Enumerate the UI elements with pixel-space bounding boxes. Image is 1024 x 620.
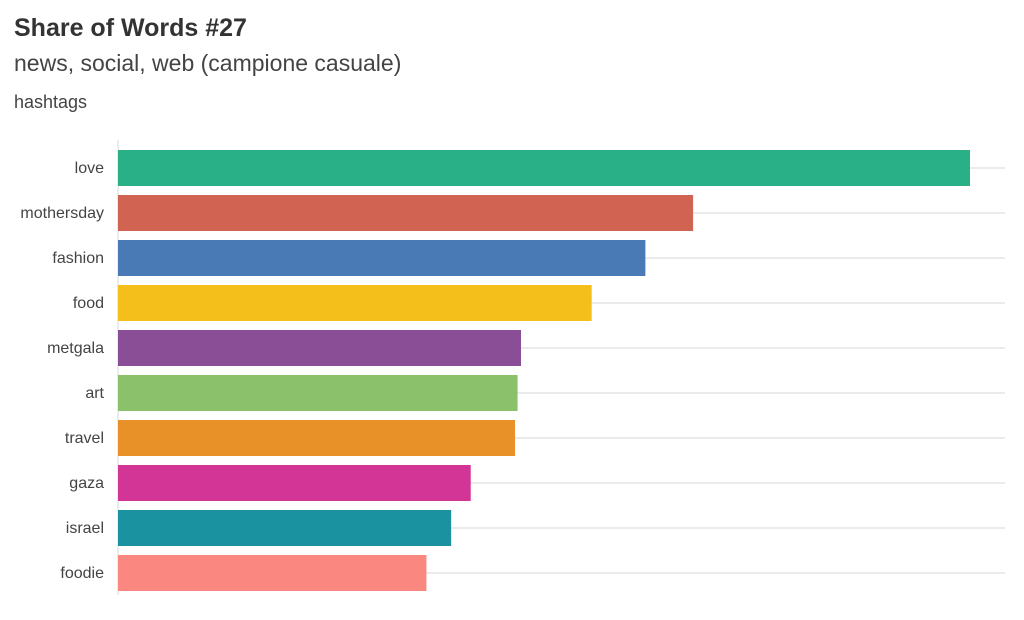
bar-gaza: [118, 465, 471, 501]
bar-foodie: [118, 555, 427, 591]
chart-subtitle: news, social, web (campione casuale): [14, 50, 402, 76]
bar-food: [118, 285, 592, 321]
y-tick-label: foodie: [60, 565, 104, 582]
bar-fashion: [118, 240, 646, 276]
y-tick-label: food: [73, 295, 104, 312]
y-tick-label: gaza: [69, 475, 104, 492]
bar-mothersday: [118, 195, 694, 231]
bar-travel: [118, 420, 516, 456]
y-tick-label: art: [85, 385, 104, 402]
y-tick-label: israel: [66, 520, 104, 537]
y-tick-label: travel: [65, 430, 104, 447]
y-tick-label: fashion: [52, 250, 104, 267]
chart-caption: hashtags: [14, 92, 88, 112]
bar-love: [118, 150, 970, 186]
bar-metgala: [118, 330, 521, 366]
bar-israel: [118, 510, 452, 546]
y-tick-label: mothersday: [20, 205, 104, 222]
y-tick-label: love: [75, 160, 104, 177]
chart-title: Share of Words #27: [14, 14, 247, 42]
bar-art: [118, 375, 518, 411]
y-tick-label: metgala: [47, 340, 104, 357]
